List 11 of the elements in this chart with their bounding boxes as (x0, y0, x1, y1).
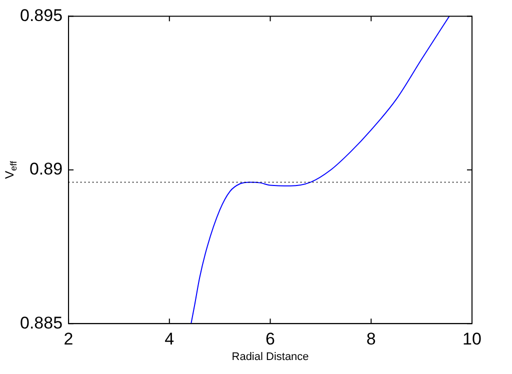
y-tick-label: 0.895 (20, 6, 63, 25)
y-tick-label: 0.885 (20, 313, 63, 332)
x-tick-label: 10 (462, 329, 482, 348)
x-tick-label: 8 (366, 329, 376, 348)
x-axis-title: Radial Distance (232, 351, 309, 364)
y-axis-title: Veff (2, 160, 18, 179)
line-series (190, 16, 450, 324)
x-tick-label: 6 (266, 329, 276, 348)
x-tick-label: 2 (64, 329, 74, 348)
y-tick-label: 0.89 (29, 160, 63, 179)
x-tick-label: 4 (164, 329, 174, 348)
